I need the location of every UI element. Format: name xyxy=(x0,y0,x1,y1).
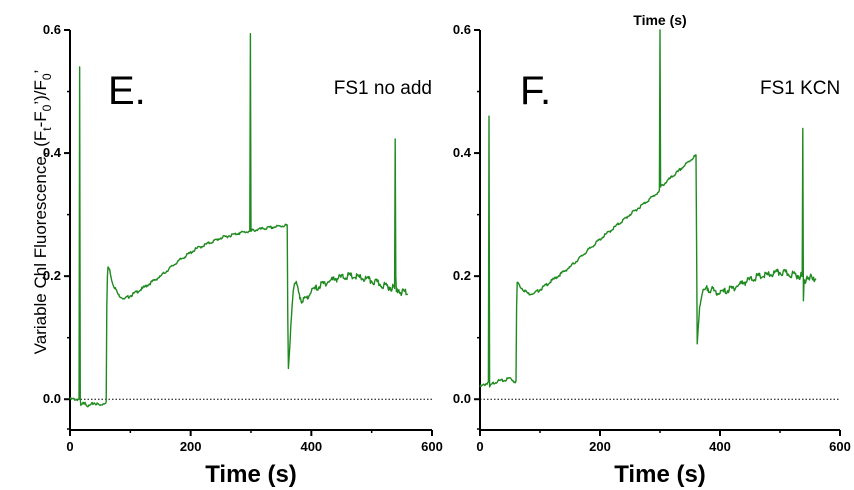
x-tick-label: 200 xyxy=(180,439,202,454)
x-axis-label: Time (s) xyxy=(614,461,706,488)
panel-f: 0.0 0.2 0.4 0.6 0 200 400 600 Time (s) F. FS1 KCN T… xyxy=(453,12,851,488)
x-tick-label: 200 xyxy=(589,439,611,454)
x-tick-label: 600 xyxy=(829,439,851,454)
x-tick-label: 400 xyxy=(709,439,731,454)
x-tick-label: 0 xyxy=(66,439,73,454)
y-axis-label-part: t xyxy=(40,127,54,131)
y-axis-label-part: ’ xyxy=(31,70,50,74)
y-axis-label-part: Variable Chl Fluorescence, (F xyxy=(31,131,50,355)
series-line xyxy=(479,29,817,388)
x-tick-label: 400 xyxy=(300,439,322,454)
y-axis-label-part: ’)/F xyxy=(31,80,50,105)
y-tick-label: 0.0 xyxy=(43,391,61,406)
panel-letter: E. xyxy=(108,69,146,113)
y-tick-label: 0.2 xyxy=(43,268,61,283)
y-axis-label-part: 0 xyxy=(40,73,54,80)
y-tick-label: 0.4 xyxy=(43,145,62,160)
y-tick-label: 0.6 xyxy=(43,22,61,37)
y-axis-label-part: -F xyxy=(31,111,50,127)
panel-letter: F. xyxy=(520,69,551,113)
y-tick-label: 0.0 xyxy=(453,391,471,406)
x-axis-label: Time (s) xyxy=(205,461,297,488)
y-tick-label: 0.2 xyxy=(453,268,471,283)
y-tick-label: 0.4 xyxy=(453,145,472,160)
series-line xyxy=(69,32,409,408)
x-tick-label: 0 xyxy=(476,439,483,454)
panel-title: FS1 no add xyxy=(334,78,432,99)
panel-title: FS1 KCN xyxy=(760,78,840,99)
y-axis-label: Variable Chl Fluorescence, (Ft-F0’)/F0’ xyxy=(31,70,54,355)
x-tick-label: 600 xyxy=(421,439,443,454)
y-tick-label: 0.6 xyxy=(453,22,471,37)
annotation: Time (s) xyxy=(633,12,686,28)
panel-e: 0.0 0.2 0.4 0.6 0 200 400 600 Time (s) E. FS1 no a… xyxy=(43,22,443,488)
y-axis-label-part: 0 xyxy=(40,104,54,111)
